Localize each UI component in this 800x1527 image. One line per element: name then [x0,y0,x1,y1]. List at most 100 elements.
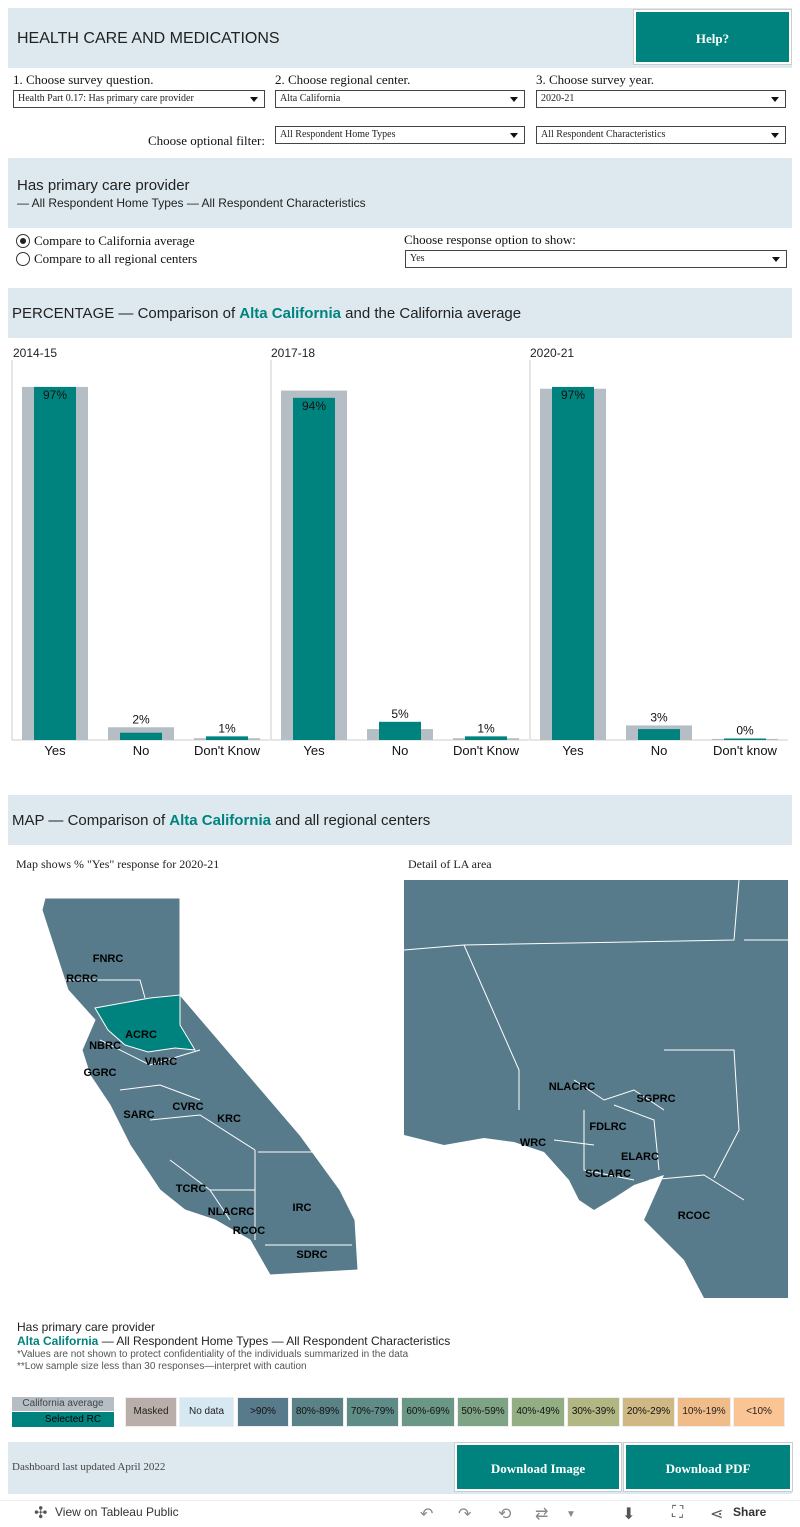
radio-all-regional-centers-label: Compare to all regional centers [34,251,198,266]
help-button[interactable]: Help? [634,10,791,64]
radio-california-average[interactable] [16,234,30,248]
la-region-borders [404,880,788,1201]
question-select[interactable]: Health Part 0.17: Has primary care provi… [13,90,265,108]
response-option-select[interactable]: Yes [405,250,787,268]
home-type-value: All Respondent Home Types [280,129,396,140]
chevron-down-icon [771,97,779,102]
region-label-krc: KRC [217,1113,241,1125]
legend-item: <10% [733,1397,785,1427]
share-icon[interactable]: ⋖ [710,1506,724,1523]
map-band [8,795,792,845]
notes-rc: Alta California [17,1334,99,1348]
chart-title-2020: 2020-21 [530,346,575,360]
region-label-nbrc: NBRC [89,1040,121,1052]
fullscreen-icon[interactable]: ⛶ [672,1504,684,1521]
tableau-toolbar [0,1500,800,1527]
selected-rc-bar [552,386,594,740]
legend-item: 30%-39% [567,1397,620,1427]
refresh-icon[interactable]: ⇄ [535,1506,549,1523]
note-low-sample: **Low sample size less than 30 responses… [17,1361,307,1372]
selected-rc-bar [638,729,680,740]
data-label: 1% [477,721,495,735]
region-label-wrc: WRC [520,1137,546,1149]
region-label-rcrc: RCRC [66,973,98,985]
download-pdf-button[interactable]: Download PDF [624,1443,792,1491]
la-detail-map[interactable]: NLACRC SGPRC FDLRC WRC ELARC SCLARC RCOC [404,880,788,1298]
data-label: 97% [43,388,67,402]
legend-item: 10%-19% [677,1397,731,1427]
category-label: Yes [562,743,584,758]
response-option-value: Yes [410,253,425,264]
redo-icon[interactable]: ↷ [458,1506,472,1523]
selected-rc-bar [293,397,335,740]
region-label-elarc: ELARC [621,1151,659,1163]
region-borders [62,979,352,1246]
radio-dot [20,238,26,244]
rc-select[interactable]: Alta California [275,90,525,108]
legend-item: 50%-59% [457,1397,509,1427]
data-label: 2% [132,712,150,726]
notes-line: Alta California — All Respondent Home Ty… [17,1334,450,1348]
summary-band [8,158,792,228]
summary-subtitle: — All Respondent Home Types — All Respon… [17,196,366,210]
data-label: 97% [561,388,585,402]
selected-rc-bar [724,738,766,740]
category-label: No [133,743,150,758]
category-label: No [651,743,668,758]
bar-chart-panels: 97% Yes 2% No 1% Don't Know 94% Yes 5% No 1% Don't … [11,360,788,758]
characteristics-value: All Respondent Characteristics [541,129,666,140]
rc-label: 2. Choose regional center. [275,72,411,87]
map-right-caption: Detail of LA area [408,857,492,871]
chevron-down-icon [250,97,258,102]
download-icon[interactable]: ⬇ [622,1506,636,1523]
chevron-down-icon [771,133,779,138]
summary-title: Has primary care provider [17,177,190,194]
selected-rc-bar [206,736,248,740]
pct-suffix: and the California average [340,305,522,322]
region-label-irc: IRC [293,1202,312,1214]
legend-item: 40%-49% [511,1397,565,1427]
chevron-down-icon [510,97,518,102]
category-label: Don't Know [453,743,520,758]
question-value: Health Part 0.17: Has primary care provi… [18,93,194,104]
region-label-tcrc: TCRC [176,1183,207,1195]
legend-ca-average: California average [12,1397,114,1411]
last-updated: Dashboard last updated April 2022 [12,1461,166,1473]
region-label-sgprc: SGPRC [636,1093,675,1105]
chart-title-2017: 2017-18 [271,346,316,360]
chevron-down-icon[interactable]: ▼ [566,1509,576,1520]
category-label: Yes [303,743,325,758]
acrc-region [94,994,196,1053]
home-type-select[interactable]: All Respondent Home Types [275,126,525,144]
pct-prefix: PERCENTAGE — Comparison of [12,305,240,322]
legend-item: 60%-69% [401,1397,455,1427]
view-on-tableau-link[interactable]: View on Tableau Public [55,1505,179,1519]
data-label: 94% [302,399,326,413]
region-label-sarc: SARC [123,1109,154,1121]
response-option-label: Choose response option to show: [404,232,576,247]
characteristics-select[interactable]: All Respondent Characteristics [536,126,786,144]
california-map[interactable]: FNRC RCRC ACRC NBRC VMRC GGRC SARC CVRC KRC TCRCN… [0,890,400,1290]
region-label-sclarc: SCLARC [585,1168,631,1180]
legend-selected-rc: Selected RC [12,1412,114,1427]
region-label-rcoc: RCOC [233,1225,265,1237]
map-heading: MAP — Comparison of Alta California and … [12,812,430,829]
download-image-button[interactable]: Download Image [455,1443,621,1491]
notes-rest: — All Respondent Home Types — All Respon… [98,1334,451,1348]
data-label: 5% [391,707,409,721]
year-select[interactable]: 2020-21 [536,90,786,108]
region-label-rcoc: RCOC [678,1210,710,1222]
tableau-logo-icon: ✣ [34,1505,48,1522]
rc-value: Alta California [280,93,341,104]
chevron-down-icon [510,133,518,138]
legend-item: Masked [125,1397,177,1427]
radio-all-regional-centers[interactable] [16,252,30,266]
selected-rc-bar [120,732,162,740]
revert-icon[interactable]: ⟲ [498,1506,512,1523]
category-label: Yes [44,743,66,758]
percentage-band [8,288,792,338]
selected-rc-bar [379,721,421,740]
share-button[interactable]: Share [733,1505,767,1519]
undo-icon[interactable]: ↶ [420,1506,434,1523]
region-label-ggrc: GGRC [84,1067,117,1079]
